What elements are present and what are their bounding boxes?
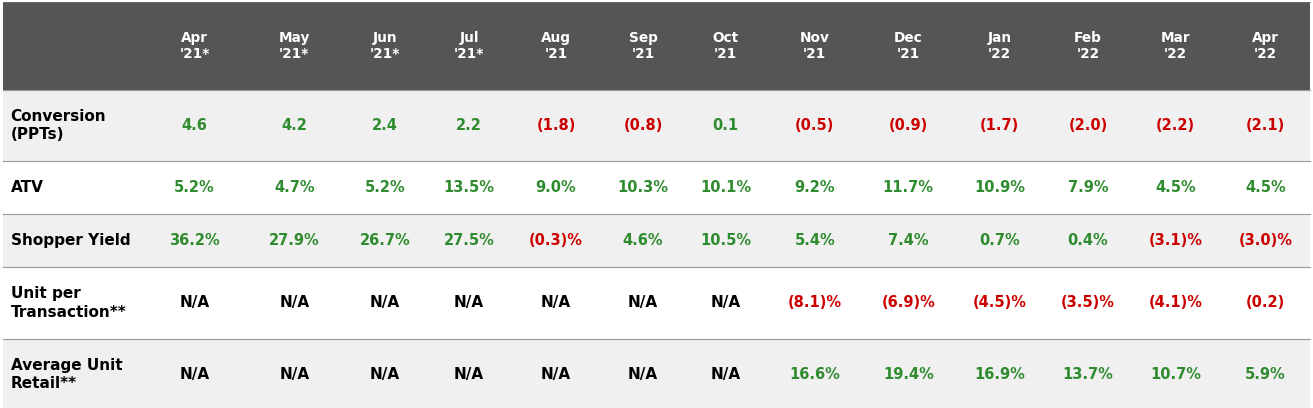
Text: Jun
'21*: Jun '21* (370, 31, 400, 61)
Text: 27.5%: 27.5% (444, 233, 495, 248)
Bar (3, 2, 1310, 90)
Text: 9.0%: 9.0% (536, 180, 576, 195)
Text: (3.5)%: (3.5)% (1061, 295, 1115, 310)
Text: 5.2%: 5.2% (365, 180, 406, 195)
Text: (0.8): (0.8) (624, 118, 663, 133)
Text: Jul
'21*: Jul '21* (454, 31, 484, 61)
Text: 19.4%: 19.4% (882, 367, 934, 382)
Text: 4.2: 4.2 (281, 118, 307, 133)
Text: Mar
'22: Mar '22 (1161, 31, 1191, 61)
Text: N/A: N/A (628, 367, 658, 382)
Text: (8.1)%: (8.1)% (788, 295, 842, 310)
Text: N/A: N/A (370, 367, 400, 382)
Text: (1.8): (1.8) (537, 118, 576, 133)
Text: 10.3%: 10.3% (617, 180, 668, 195)
Text: Average Unit
Retail**: Average Unit Retail** (11, 357, 122, 391)
Text: (1.7): (1.7) (979, 118, 1019, 133)
Text: 10.9%: 10.9% (974, 180, 1025, 195)
Text: N/A: N/A (180, 367, 210, 382)
Text: 7.9%: 7.9% (1067, 180, 1108, 195)
Text: Apr
'22: Apr '22 (1253, 31, 1279, 61)
Text: 0.1: 0.1 (713, 118, 739, 133)
Text: 10.5%: 10.5% (700, 233, 751, 248)
Text: (2.0): (2.0) (1069, 118, 1108, 133)
Text: 5.2%: 5.2% (175, 180, 215, 195)
Text: N/A: N/A (454, 367, 484, 382)
Text: N/A: N/A (541, 295, 571, 310)
Bar (3, 214, 1310, 267)
Text: 36.2%: 36.2% (169, 233, 221, 248)
Text: Jan
'22: Jan '22 (987, 31, 1011, 61)
Text: 26.7%: 26.7% (360, 233, 411, 248)
Text: (2.1): (2.1) (1246, 118, 1285, 133)
Text: 11.7%: 11.7% (882, 180, 934, 195)
Text: ATV: ATV (11, 180, 43, 195)
Text: Feb
'22: Feb '22 (1074, 31, 1102, 61)
Text: Unit per
Transaction**: Unit per Transaction** (11, 286, 126, 320)
Bar (3, 267, 1310, 339)
Text: Shopper Yield: Shopper Yield (11, 233, 130, 248)
Bar (3, 161, 1310, 214)
Text: (0.3)%: (0.3)% (529, 233, 583, 248)
Text: N/A: N/A (280, 367, 310, 382)
Text: 10.7%: 10.7% (1150, 367, 1201, 382)
Text: 0.4%: 0.4% (1067, 233, 1108, 248)
Text: 4.5%: 4.5% (1245, 180, 1285, 195)
Text: Oct
'21: Oct '21 (713, 31, 739, 61)
Text: Conversion
(PPTs): Conversion (PPTs) (11, 109, 106, 142)
Text: (6.9)%: (6.9)% (881, 295, 935, 310)
Bar (3, 339, 1310, 408)
Text: (4.5)%: (4.5)% (973, 295, 1027, 310)
Text: 2.4: 2.4 (372, 118, 398, 133)
Text: N/A: N/A (280, 295, 310, 310)
Text: Apr
'21*: Apr '21* (180, 31, 210, 61)
Text: 7.4%: 7.4% (888, 233, 928, 248)
Text: 0.7%: 0.7% (979, 233, 1020, 248)
Text: 4.6: 4.6 (181, 118, 207, 133)
Text: 13.7%: 13.7% (1062, 367, 1113, 382)
Text: Aug
'21: Aug '21 (541, 31, 571, 61)
Text: (3.0)%: (3.0)% (1238, 233, 1292, 248)
Text: (0.5): (0.5) (796, 118, 835, 133)
Text: 10.1%: 10.1% (700, 180, 751, 195)
Text: N/A: N/A (454, 295, 484, 310)
Text: N/A: N/A (710, 295, 741, 310)
Text: 5.9%: 5.9% (1245, 367, 1285, 382)
Text: N/A: N/A (370, 295, 400, 310)
Text: 16.6%: 16.6% (789, 367, 840, 382)
Text: N/A: N/A (180, 295, 210, 310)
Text: 9.2%: 9.2% (794, 180, 835, 195)
Text: 13.5%: 13.5% (444, 180, 495, 195)
Bar (3, 90, 1310, 161)
Text: (0.9): (0.9) (889, 118, 928, 133)
Text: (0.2): (0.2) (1246, 295, 1285, 310)
Text: N/A: N/A (541, 367, 571, 382)
Text: 4.7%: 4.7% (274, 180, 315, 195)
Text: Nov
'21: Nov '21 (800, 31, 830, 61)
Text: 16.9%: 16.9% (974, 367, 1025, 382)
Text: (2.2): (2.2) (1155, 118, 1195, 133)
Text: N/A: N/A (710, 367, 741, 382)
Text: 27.9%: 27.9% (269, 233, 320, 248)
Text: Sep
'21: Sep '21 (629, 31, 658, 61)
Text: 2.2: 2.2 (456, 118, 482, 133)
Text: 5.4%: 5.4% (794, 233, 835, 248)
Text: May
'21*: May '21* (278, 31, 310, 61)
Text: Dec
'21: Dec '21 (894, 31, 923, 61)
Text: (3.1)%: (3.1)% (1149, 233, 1203, 248)
Text: 4.5%: 4.5% (1155, 180, 1196, 195)
Text: (4.1)%: (4.1)% (1149, 295, 1203, 310)
Text: 4.6%: 4.6% (622, 233, 663, 248)
Text: N/A: N/A (628, 295, 658, 310)
